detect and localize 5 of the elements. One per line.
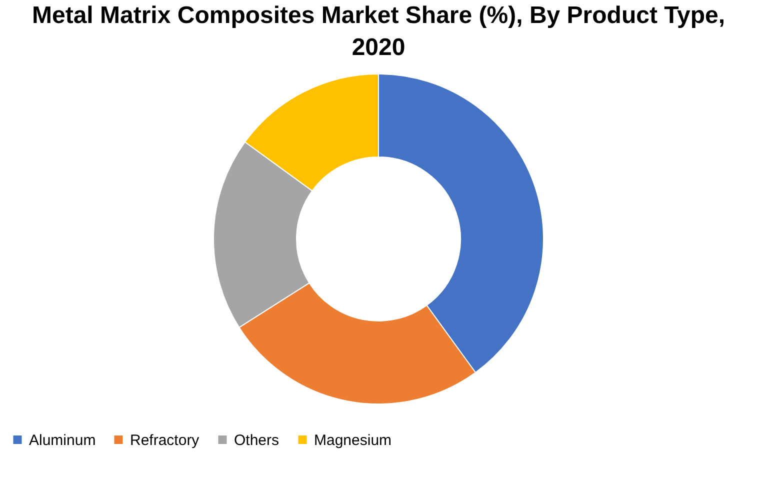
- chart-title: Metal Matrix Composites Market Share (%), By Product Type, 2020: [32, 2, 726, 61]
- legend-label: Magnesium: [314, 432, 392, 449]
- legend-label: Refractory: [130, 432, 200, 449]
- legend-label: Aluminum: [29, 432, 96, 449]
- legend-label: Others: [234, 432, 280, 449]
